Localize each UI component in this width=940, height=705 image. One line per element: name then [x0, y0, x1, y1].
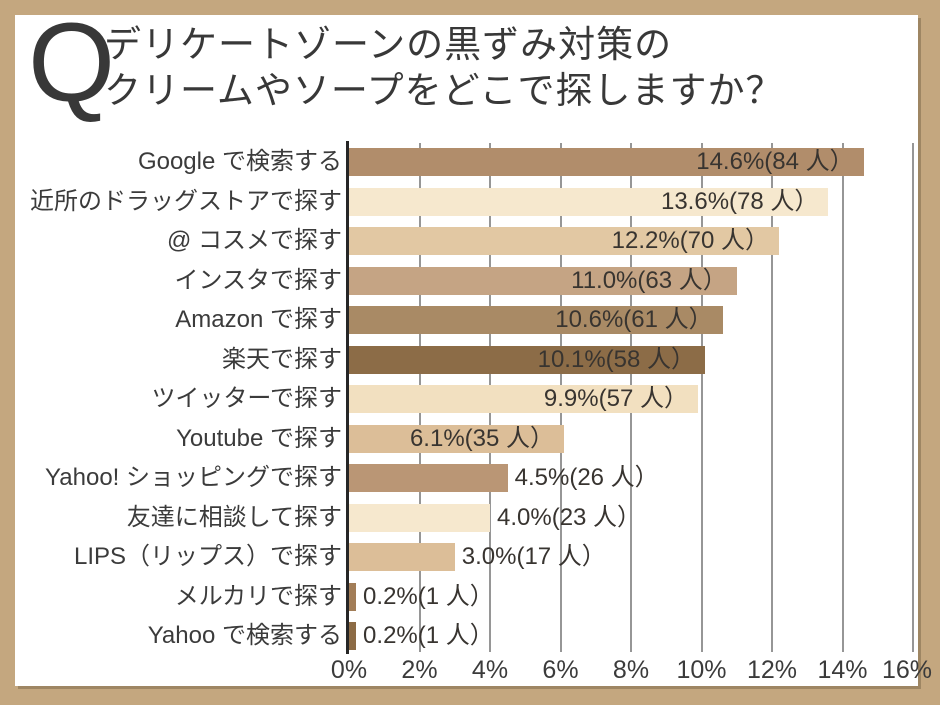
- title-line-1: デリケートゾーンの黒ずみ対策の: [104, 24, 673, 65]
- question-mark-q: Q: [28, 0, 116, 125]
- chart-title: デリケートゾーンの黒ずみ対策の クリームやソープをどこで探しますか？: [104, 22, 784, 114]
- title-line-2: クリームやソープをどこで探しますか？: [104, 70, 784, 111]
- infographic-card: [15, 15, 918, 686]
